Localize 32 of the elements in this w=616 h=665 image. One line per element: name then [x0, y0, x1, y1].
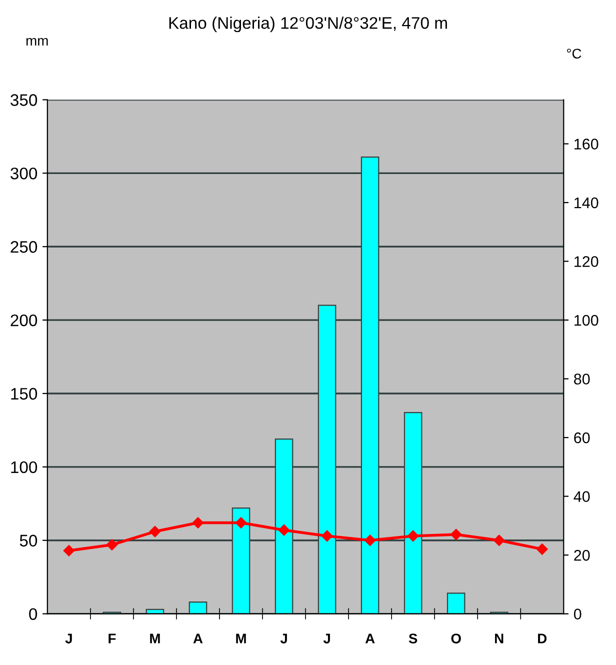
x-tick-label: M — [150, 634, 160, 644]
x-tick-label: J — [323, 634, 330, 644]
x-tick-label: N — [495, 634, 504, 644]
y2-tick-label: 140 — [574, 197, 598, 208]
x-tick-label: A — [193, 634, 203, 644]
y-tick-label: 300 — [10, 168, 38, 180]
y2-tick-label: 160 — [574, 138, 598, 150]
y-tick-label: 250 — [10, 241, 38, 253]
y-tick-label: 200 — [10, 314, 38, 326]
y2-tick-label: 40 — [574, 491, 590, 502]
y2-tick-label: 80 — [574, 374, 590, 384]
y2-axis-title: °C — [567, 48, 582, 59]
y-tick-label: 350 — [10, 94, 38, 106]
y-tick-label: 0 — [29, 608, 38, 620]
y-tick-label: 50 — [20, 534, 38, 547]
x-tick-label: D — [538, 634, 547, 644]
y-axis-title: mm — [26, 38, 48, 46]
x-tick-label: O — [451, 634, 461, 644]
x-tick-label: J — [280, 634, 287, 644]
y2-tick-label: 60 — [574, 432, 590, 444]
x-tick-label: J — [65, 634, 72, 644]
chart-title: Kano (Nigeria) 12°03'N/8°32'E, 470 m — [169, 16, 447, 32]
y2-tick-label: 100 — [574, 314, 598, 326]
y2-tick-label: 0 — [574, 608, 582, 620]
y-tick-label: 100 — [11, 461, 38, 474]
y2-tick-label: 20 — [574, 550, 590, 561]
x-tick-label: M — [236, 634, 246, 644]
y2-tick-label: 120 — [574, 256, 598, 267]
x-tick-label: S — [408, 634, 418, 644]
x-tick-label: A — [365, 634, 375, 644]
y-tick-label: 150 — [11, 388, 38, 400]
x-tick-label: F — [108, 634, 116, 644]
